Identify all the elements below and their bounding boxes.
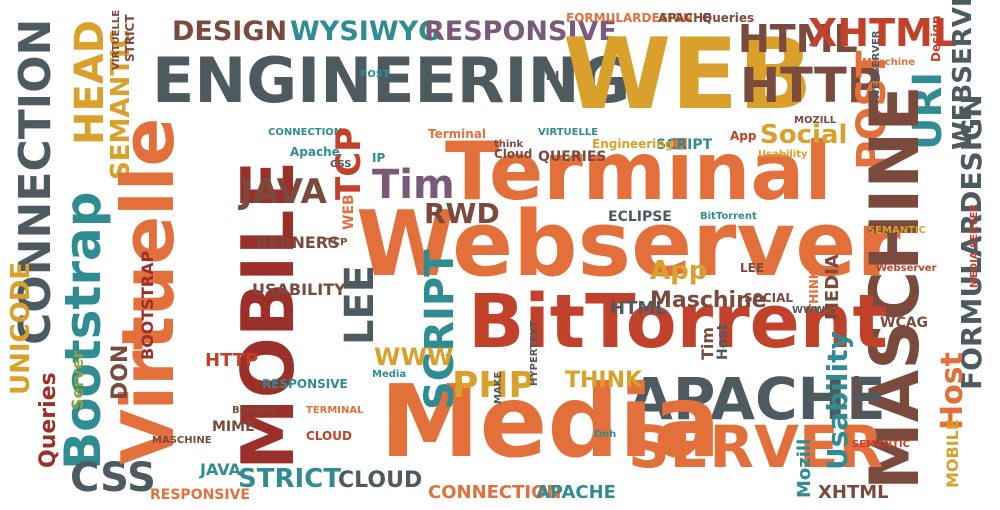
word-responsive-mid: RESPONSIVE	[262, 377, 348, 391]
word-html-small: HTML	[610, 298, 667, 319]
word-connection-bottom: CONNECTION	[428, 482, 562, 503]
word-app: App	[650, 256, 708, 286]
word-bittorrent-small: BitTorrent	[700, 211, 757, 222]
word-bittorrent: BitTorrent	[468, 279, 888, 365]
word-strict: STRICT	[238, 464, 341, 494]
word-http: HTTP	[740, 58, 882, 114]
word-responsive: RESPONSIVE	[424, 16, 617, 47]
word-unicode: UNICODE	[6, 261, 36, 395]
word-virtuelle-small-2: VIRTUELLE	[538, 127, 599, 138]
word-bootstrap: Bootstrap	[54, 191, 112, 470]
word-mime: MIME	[212, 419, 255, 435]
word-semantic-tiny: SEMANTIC	[852, 439, 910, 450]
word-host-small: Host	[715, 323, 731, 360]
word-xhtml: XHTML	[808, 11, 958, 55]
word-virtuelle-small: VIRTUELLE	[111, 9, 122, 70]
word-engineering: ENGINEERING	[152, 44, 631, 117]
word-berners-small: Berners	[232, 405, 277, 416]
word-web: WEB	[563, 18, 813, 132]
word-hypertext: HYPERTEXT	[529, 320, 540, 386]
word-head: HEAD	[67, 20, 113, 145]
word-apache-mid: Apache	[290, 145, 340, 159]
word-css: CSS	[70, 455, 156, 501]
word-php: PHP	[452, 365, 535, 406]
word-make: MAKE	[493, 371, 504, 404]
word-media-server: MEDIA SERVER	[969, 203, 980, 288]
word-rwd: RWD	[424, 197, 500, 230]
word-java-small: JAVA	[200, 460, 241, 479]
word-queries-mid: QUERIES	[538, 149, 607, 165]
word-mozill-small: MOZILL	[794, 115, 837, 126]
word-www-small: WWW	[792, 305, 826, 316]
word-mozill: Mozill	[794, 438, 815, 498]
word-strict-small: STRICT	[123, 14, 137, 62]
word-server-small: Server	[68, 350, 87, 410]
word-app-small: App	[730, 129, 757, 143]
word-maschine-tiny: Maschine	[862, 57, 916, 68]
word-usability-vertical: Usability	[821, 331, 854, 470]
word-uri-small: URI	[536, 69, 560, 83]
word-server: SERVER	[628, 413, 884, 481]
word-css-small: CSS	[330, 159, 352, 170]
word-media-small: Media	[372, 369, 407, 380]
word-social-small: SOCIAL	[744, 291, 794, 305]
word-design-corner: Design	[929, 15, 943, 63]
word-queries-small: Queries	[702, 11, 755, 25]
word-webserver-small: Webserver	[876, 263, 937, 274]
word-lee-small: LEE	[740, 261, 765, 275]
word-post-small: POST	[360, 69, 390, 80]
word-http-small: HTTP	[205, 350, 259, 371]
word-ip: IP	[372, 151, 386, 165]
word-webserver: Webserver	[356, 192, 901, 297]
word-lee: LEE	[337, 264, 383, 345]
word-don: DON	[108, 344, 133, 400]
word-connection-small: CONNECTION	[268, 127, 343, 138]
word-cloud-small: CLOUD	[306, 429, 352, 443]
word-social: Social	[760, 120, 848, 150]
word-html: HTML	[738, 17, 858, 61]
word-tcp-small: TCP	[326, 237, 348, 248]
word-wysiwyg: WYSIWYG	[290, 16, 441, 47]
word-design: DESIGN	[172, 16, 288, 47]
word-berners: BERNERS	[256, 233, 340, 252]
word-eclipse: ECLIPSE	[608, 209, 672, 225]
word-xhtml-small: XHTML	[818, 482, 889, 503]
word-terminal: Terminal	[445, 125, 832, 218]
word-responsive-small: RESPONSIVE	[150, 487, 250, 503]
word-java: JAVA	[240, 172, 327, 212]
word-wcag: WCAG	[880, 315, 929, 331]
word-formulardesign-small: FORMULARDESIGN	[566, 11, 693, 25]
word-webserver-tiny: WEBSERVER	[871, 30, 882, 101]
word-engineering-small: Engineering	[592, 137, 674, 151]
word-www: WWW	[374, 343, 454, 371]
word-doh: Doh	[594, 429, 617, 440]
word-queries: Queries	[36, 372, 61, 468]
word-think-small: think	[494, 139, 524, 150]
word-mobile-vertical: MOBILE	[943, 419, 962, 488]
word-terminal-small: TERMINAL	[306, 405, 364, 416]
word-semantic-small: SEMANTIC	[868, 225, 926, 236]
word-apache-small: APACHE	[658, 11, 712, 25]
word-maschine-mid: Maschine	[650, 288, 767, 313]
word-media: Media	[380, 363, 721, 480]
word-cloud-mid: Cloud	[494, 147, 533, 161]
word-bootstrap-small: BOOTSTRAP	[138, 250, 157, 360]
word-usability: USABILITY	[252, 280, 346, 299]
word-cloud: CLOUD	[338, 468, 423, 493]
word-maschine-small: MASCHINE	[152, 435, 212, 446]
word-script-small: SCRIPT	[656, 137, 713, 153]
word-tim-small: Tim	[698, 326, 717, 360]
word-apache-bottom: APACHE	[536, 482, 616, 503]
word-media-vertical: MEDIA	[822, 254, 843, 320]
word-usability-small: Usability	[758, 149, 808, 160]
word-tim: Tim	[372, 162, 455, 208]
word-web-mid: WEB	[341, 194, 357, 230]
word-terminal-mid: Terminal	[428, 127, 487, 141]
word-design-small: Design	[851, 375, 862, 414]
word-apache: APACHE	[628, 365, 886, 433]
word-think: THINK	[565, 368, 643, 393]
